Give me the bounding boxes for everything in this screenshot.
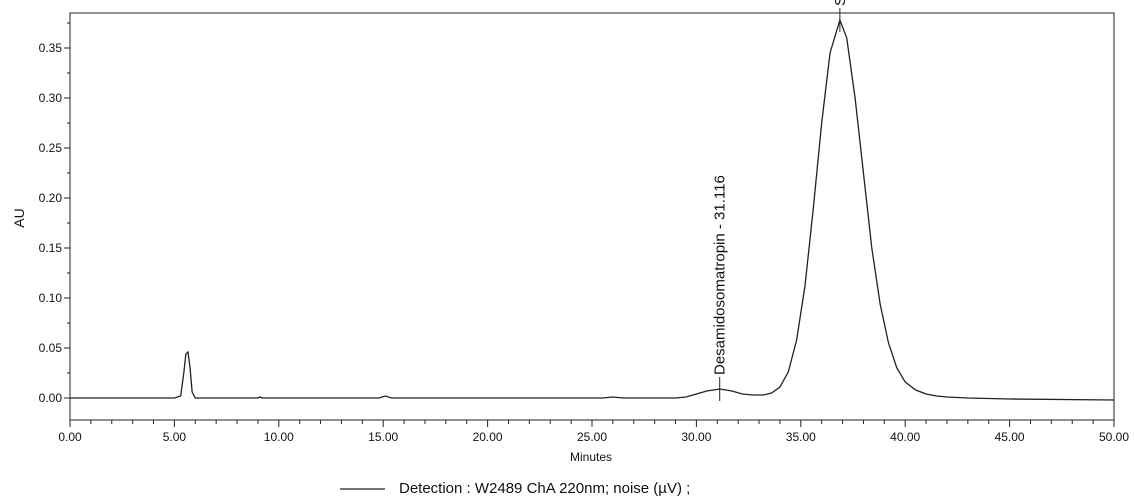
x-tick-label: 15.00 <box>368 430 398 444</box>
x-tick-label: 50.00 <box>1099 430 1129 444</box>
legend-label: Detection : W2489 ChA 220nm; noise (µV) … <box>399 480 690 497</box>
x-tick-label: 30.00 <box>681 430 711 444</box>
peak-label: Desamidosomatropin - 31.116 <box>712 175 729 375</box>
y-axis-ticks: 0.00 0.05 0.10 0.15 0.20 0.25 0.30 0.35 <box>39 22 70 405</box>
y-tick-label: 0.20 <box>39 191 63 205</box>
y-tick-label: 0.30 <box>39 91 63 105</box>
peak-annotations: Desamidosomatropin - 31.116 Somatropin - … <box>712 0 849 401</box>
y-tick-label: 0.25 <box>39 141 63 155</box>
x-tick-label: 35.00 <box>786 430 816 444</box>
x-tick-label: 5.00 <box>163 430 187 444</box>
y-tick-label: 0.35 <box>39 41 63 55</box>
chromatogram-trace <box>70 17 1115 401</box>
legend: Detection : W2489 ChA 220nm; noise (µV) … <box>340 480 690 497</box>
y-tick-label: 0.10 <box>39 291 63 305</box>
x-tick-label: 25.00 <box>577 430 607 444</box>
x-tick-label: 45.00 <box>995 430 1025 444</box>
y-tick-label: 0.15 <box>39 241 63 255</box>
x-axis-ticks: 0.00 5.00 10.00 15.00 20.00 25.00 30.00 35.00 40… <box>58 420 1129 444</box>
y-tick-label: 0.00 <box>39 391 63 405</box>
x-tick-label: 0.00 <box>58 430 82 444</box>
x-tick-label: 40.00 <box>890 430 920 444</box>
peak-label: Somatropin - 36.872 <box>832 0 849 6</box>
x-tick-label: 10.00 <box>264 430 294 444</box>
x-axis-title: Minutes <box>570 450 612 464</box>
x-tick-label: 20.00 <box>473 430 503 444</box>
y-tick-label: 0.05 <box>39 341 63 355</box>
y-axis-title: AU <box>11 208 27 227</box>
plot-frame <box>69 12 1115 421</box>
